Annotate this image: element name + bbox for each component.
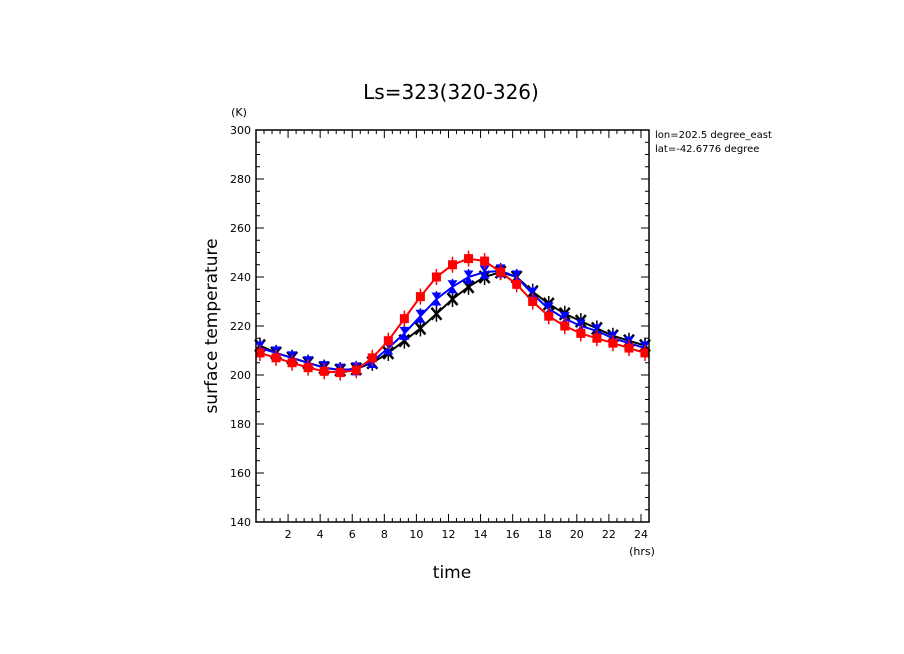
marker-square (367, 353, 377, 363)
marker-square (624, 343, 634, 353)
marker-bowtie (399, 326, 410, 340)
marker-cross (430, 306, 443, 321)
plot-frame (255, 129, 650, 523)
series-2-point (367, 349, 377, 366)
annotation-lat: lat=-42.6776 degree (655, 144, 759, 155)
marker-square (528, 297, 538, 306)
marker-cross (446, 292, 459, 306)
x-tick-label: 2 (285, 528, 292, 541)
y-tick-label: 220 (230, 320, 251, 333)
series-2-point (464, 250, 474, 267)
marker-square (255, 348, 265, 358)
series-1-point (463, 269, 474, 285)
marker-square (464, 254, 474, 264)
x-unit-label: (hrs) (629, 545, 655, 558)
series-2-point (319, 363, 329, 380)
series-0-point (430, 305, 443, 322)
x-tick-label: 22 (602, 528, 616, 541)
x-tick-label: 6 (349, 528, 356, 541)
marker-square (448, 260, 457, 270)
series-2-point (480, 253, 490, 270)
series-2-point (608, 335, 618, 352)
marker-square (640, 348, 650, 358)
marker-square (544, 311, 554, 321)
marker-square (287, 358, 297, 368)
marker-square (576, 328, 586, 338)
marker-square (480, 256, 490, 266)
marker-square (335, 368, 345, 378)
series-2-point (576, 325, 586, 342)
series-2-point (496, 264, 506, 281)
marker-square (592, 333, 602, 343)
series-2-point (528, 293, 538, 310)
x-tick-label: 14 (474, 528, 488, 541)
series-1-point (431, 291, 442, 308)
marker-bowtie (447, 280, 458, 294)
series-2-point (624, 340, 634, 357)
series-2-line (259, 257, 646, 374)
marker-square (496, 267, 506, 277)
series-2-point (303, 359, 313, 376)
y-tick-label: 160 (230, 467, 251, 480)
marker-square (431, 272, 441, 282)
x-tick-label: 18 (538, 528, 552, 541)
marker-square (303, 363, 313, 373)
y-tick-label: 300 (230, 124, 251, 137)
x-tick-label: 8 (381, 528, 388, 541)
series-1-point (447, 278, 458, 295)
y-tick-label: 140 (230, 516, 251, 529)
series-2-point (544, 308, 554, 325)
chart-title: Ls=323(320-326) (363, 80, 539, 104)
marker-bowtie (431, 292, 442, 306)
x-tick-label: 24 (634, 528, 648, 541)
series-2-point (271, 349, 281, 366)
y-tick-label: 260 (230, 222, 251, 235)
series-1-point (399, 325, 410, 342)
series-layer (254, 250, 651, 381)
x-tick-label: 16 (506, 528, 520, 541)
marker-square (351, 365, 361, 375)
x-tick-label: 10 (409, 528, 423, 541)
series-2-point (640, 344, 650, 361)
y-tick-label: 180 (230, 418, 251, 431)
marker-square (383, 336, 393, 346)
series-2-point (512, 276, 522, 293)
marker-square (399, 314, 409, 324)
y-unit-label: (K) (231, 106, 247, 119)
series-2-point (399, 310, 409, 327)
x-axis-label: time (433, 563, 471, 583)
series-2-point (335, 364, 345, 381)
series-2-point (560, 318, 570, 334)
marker-square (608, 338, 618, 348)
series-2-point (448, 256, 457, 273)
marker-square (319, 366, 329, 376)
marker-square (512, 279, 522, 289)
x-tick-label: 4 (317, 528, 324, 541)
series-2-point (351, 362, 361, 379)
marker-cross (414, 321, 427, 336)
series-2-point (287, 354, 297, 371)
y-tick-label: 280 (230, 173, 251, 186)
x-tick-label: 20 (570, 528, 584, 541)
x-tick-label: 12 (441, 528, 455, 541)
series-2-point (415, 288, 425, 305)
y-tick-label: 240 (230, 271, 251, 284)
annotation-lon: lon=202.5 degree_east (655, 130, 772, 141)
series-2-point (255, 344, 265, 361)
y-tick-label: 200 (230, 369, 251, 382)
marker-square (560, 321, 570, 331)
y-axis-label: surface temperature (202, 238, 222, 413)
series-2-point (592, 330, 602, 347)
series-2-point (431, 269, 441, 285)
annotation-mask (780, 125, 904, 160)
marker-bowtie (463, 270, 474, 284)
series-1-point (415, 308, 426, 325)
marker-square (271, 353, 281, 363)
series-2-point (383, 332, 393, 349)
marker-bowtie (415, 309, 426, 323)
marker-square (415, 292, 425, 302)
